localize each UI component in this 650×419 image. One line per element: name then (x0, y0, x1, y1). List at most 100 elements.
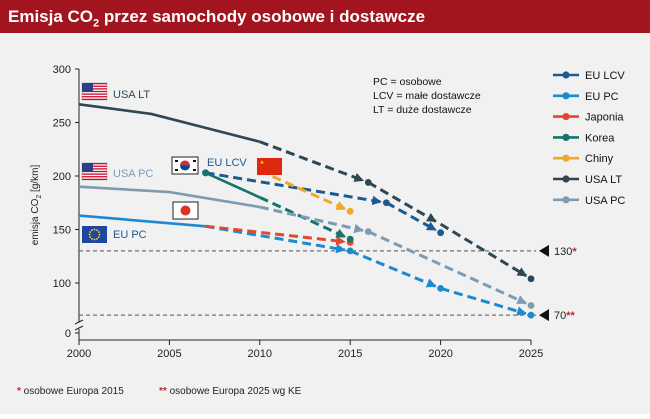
x-tick-label: 2015 (338, 348, 362, 360)
flag-stripe (82, 170, 107, 173)
eu-flag (82, 226, 107, 243)
flag-stripe (82, 165, 107, 167)
usa-flag-lt (81, 82, 108, 101)
legend-marker (562, 113, 570, 121)
data-point (437, 229, 444, 237)
flag-star (98, 233, 101, 236)
footnote-mark: ** (159, 386, 167, 397)
flag-star (97, 236, 100, 238)
footnote: * osobowe Europa 2015 (17, 386, 124, 397)
series-line-dashed (205, 224, 346, 246)
flag-star (97, 231, 100, 233)
footnote-text: osobowe Europa 2015 (21, 386, 124, 397)
reference-mark: * (572, 246, 577, 258)
legend: EU LCV EU PC Japonia Korea Chiny USA LT USA PC (553, 70, 625, 207)
data-point (202, 169, 209, 177)
reference-arrow (539, 309, 549, 322)
flag-star (89, 236, 92, 238)
x-tick-label: 2025 (519, 348, 543, 360)
legend-marker (562, 71, 570, 79)
flag-star (260, 160, 264, 164)
series-line-dashed (367, 230, 527, 305)
series-line-solid (205, 171, 261, 199)
legend-marker (562, 92, 570, 100)
reference-label: 130* (554, 246, 577, 258)
flag-star (93, 238, 96, 241)
series-usa-pc (78, 185, 535, 309)
y-axis-label-part: emisja CO (30, 198, 41, 245)
data-point (346, 247, 354, 255)
chart-title: Emisja CO2 przez samochody osobowe i dos… (0, 0, 650, 33)
series-line-dashed (385, 201, 437, 232)
series-line-dashed (367, 181, 437, 223)
flag-stripe (82, 83, 107, 85)
flag-trigram (193, 169, 196, 171)
flag-stripe (82, 168, 107, 170)
series-line-dashed (259, 205, 364, 234)
reference-value: 130 (554, 246, 572, 258)
china-flag (257, 158, 282, 175)
legend-marker (562, 154, 570, 162)
data-point (382, 199, 390, 207)
x-tick-label: 2000 (67, 348, 91, 360)
flag-star (88, 233, 91, 236)
flag-stripe (82, 176, 107, 178)
y-axis-label-sub: 2 (36, 195, 43, 199)
flag-stripe (82, 88, 107, 90)
y-tick-label: 250 (53, 118, 71, 130)
flag-trigram (175, 169, 178, 171)
definition-text: LT = duże dostawcze (373, 104, 472, 116)
legend-label: USA LT (585, 174, 622, 186)
flag-stripe (82, 96, 107, 98)
flag-taeguk-bottom (180, 165, 190, 171)
y-tick-label: 300 (53, 64, 71, 76)
flag-star (91, 229, 93, 232)
flag-field (257, 158, 282, 175)
reference-mark: ** (566, 310, 575, 322)
title-subscript: 2 (93, 17, 100, 30)
legend-label: USA PC (585, 195, 625, 207)
series-line-dashed (259, 169, 347, 211)
data-point (364, 228, 372, 236)
data-point (364, 179, 372, 186)
title-suffix: przez samochody osobowe i dostawcze (99, 7, 426, 26)
footnote-text: osobowe Europa 2025 wg KE (167, 386, 302, 397)
y-axis-label-part: [g/km] (30, 164, 41, 194)
flag-star (89, 231, 92, 233)
korea-flag (171, 156, 199, 175)
legend-marker (562, 196, 570, 204)
japan-flag (172, 201, 199, 220)
footnote-mark: * (17, 386, 21, 397)
definition-text: LCV = małe dostawcze (373, 90, 481, 102)
legend-label: Chiny (585, 153, 614, 165)
x-tick-label: 2010 (248, 348, 272, 360)
series-chiny (259, 169, 354, 215)
definition-text: PC = osobowe (373, 76, 442, 88)
y-axis-label: emisja CO2 [g/km] (30, 164, 43, 245)
reference-arrow (539, 244, 549, 257)
legend-label: Japonia (585, 112, 624, 124)
data-point (346, 235, 354, 243)
legend-marker (562, 175, 570, 183)
x-tick-label: 2005 (157, 348, 181, 360)
series-line-solid (78, 103, 261, 144)
flag-trigram (175, 160, 178, 162)
y-tick-label: 0 (65, 328, 71, 340)
flag-stripe (82, 93, 107, 95)
series-line-dashed (259, 140, 365, 182)
chart-area: 0 100 150 200 250 300 2000 2005 2010 2015 2020 2025… (0, 33, 650, 414)
flag-stripe (82, 98, 107, 100)
data-point (437, 284, 444, 292)
annotation-usa-lt: USA LT (113, 89, 150, 101)
axis-break-mark (74, 319, 84, 325)
flag-stripe (82, 173, 107, 175)
series-line-dashed (205, 171, 382, 206)
flag-sun (180, 205, 191, 216)
data-point (527, 302, 535, 309)
footnote: ** osobowe Europa 2025 wg KE (159, 386, 302, 397)
annotation-eu-pc: EU PC (113, 229, 147, 241)
legend-label: EU LCV (585, 70, 625, 82)
data-point (527, 275, 535, 283)
x-tick-label: 2020 (428, 348, 452, 360)
